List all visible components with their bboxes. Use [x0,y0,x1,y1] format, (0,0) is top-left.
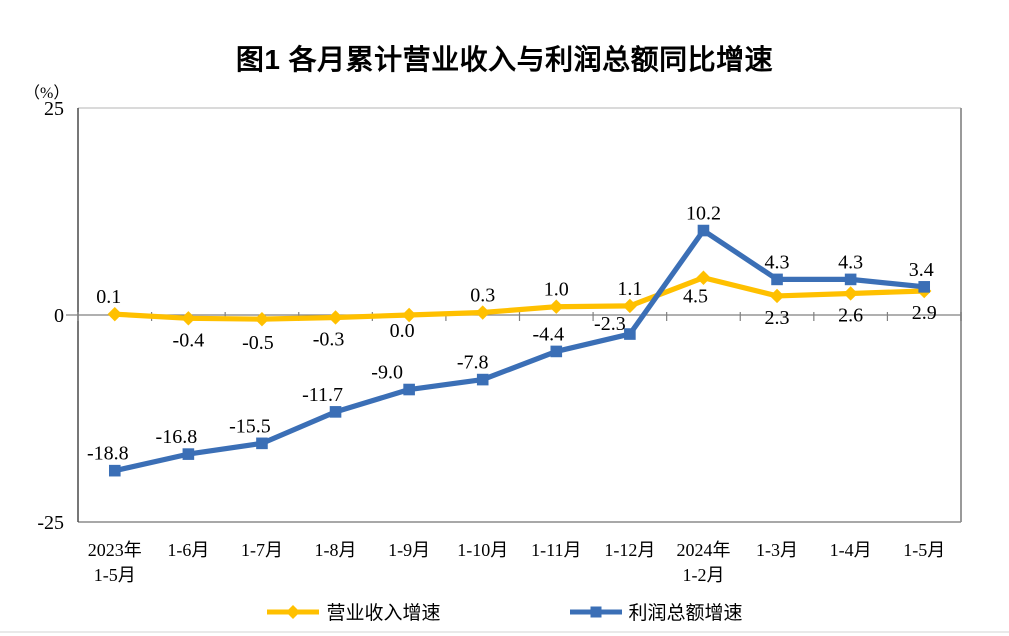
svg-text:4.5: 4.5 [683,286,708,308]
legend-label-revenue: 营业收入增速 [326,603,441,624]
svg-text:1.1: 1.1 [617,278,642,300]
svg-text:-0.3: -0.3 [313,328,345,350]
svg-text:1-10月: 1-10月 [457,540,508,560]
svg-text:-9.0: -9.0 [371,362,403,384]
chart-legend: 营业收入增速 利润总额增速 [0,598,1009,625]
svg-text:（%）: （%） [24,84,69,102]
svg-text:-18.8: -18.8 [87,443,129,465]
svg-text:2.9: 2.9 [912,302,937,324]
legend-item-revenue: 营业收入增速 [266,598,441,625]
svg-text:-2.3: -2.3 [594,313,626,335]
svg-text:2.3: 2.3 [765,307,790,329]
svg-text:1-8月: 1-8月 [315,540,357,560]
svg-text:1-6月: 1-6月 [167,540,209,560]
svg-text:0.3: 0.3 [470,285,495,307]
svg-text:1-2月: 1-2月 [682,565,724,585]
legend-line-diamond-icon [267,604,320,619]
svg-text:0: 0 [54,305,64,327]
svg-text:1.0: 1.0 [544,279,569,301]
svg-text:-7.8: -7.8 [457,352,489,374]
legend-item-profit: 利润总额增速 [569,598,743,625]
svg-text:4.3: 4.3 [838,251,863,273]
svg-text:25: 25 [44,98,64,120]
svg-text:1-4月: 1-4月 [830,540,872,560]
legend-label-profit: 利润总额增速 [628,603,743,624]
svg-text:3.4: 3.4 [909,259,934,281]
svg-text:0.0: 0.0 [390,320,415,342]
svg-text:-0.5: -0.5 [242,332,274,354]
svg-text:1-3月: 1-3月 [756,540,798,560]
svg-text:1-5月: 1-5月 [94,565,136,585]
svg-text:-16.8: -16.8 [156,426,198,448]
screenshot-bottom-edge [0,631,1009,633]
svg-text:10.2: 10.2 [686,203,721,225]
svg-text:2024年: 2024年 [676,540,730,560]
svg-text:2.6: 2.6 [838,304,863,326]
svg-text:-4.4: -4.4 [532,323,564,345]
chart-title: 图1 各月累计营业收入与利润总额同比增速 [235,44,774,75]
svg-text:0.1: 0.1 [96,286,121,308]
svg-text:2023年: 2023年 [88,540,142,560]
svg-text:1-11月: 1-11月 [531,540,581,560]
svg-text:1-7月: 1-7月 [241,540,283,560]
svg-text:-25: -25 [37,512,64,534]
svg-text:1-5月: 1-5月 [903,540,945,560]
svg-text:1-12月: 1-12月 [604,540,655,560]
svg-text:4.3: 4.3 [765,251,790,273]
svg-text:-15.5: -15.5 [229,415,271,437]
svg-text:-11.7: -11.7 [302,384,343,406]
legend-line-square-icon [569,606,622,617]
svg-text:-0.4: -0.4 [173,329,205,351]
svg-text:1-9月: 1-9月 [388,540,430,560]
